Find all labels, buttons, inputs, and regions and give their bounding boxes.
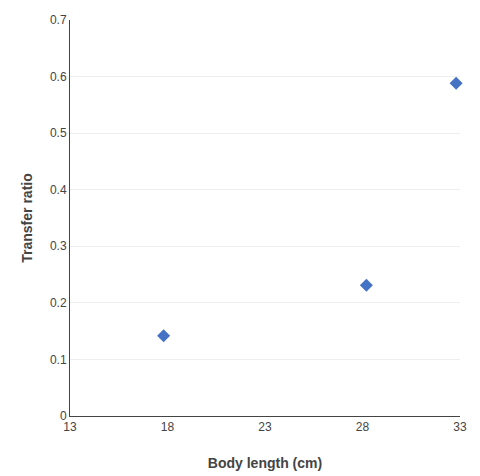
svg-text:18: 18 bbox=[161, 420, 175, 434]
svg-text:0.7: 0.7 bbox=[50, 13, 67, 27]
svg-text:23: 23 bbox=[258, 420, 272, 434]
svg-text:0.2: 0.2 bbox=[50, 296, 67, 310]
svg-text:Body length (cm): Body length (cm) bbox=[208, 455, 322, 471]
svg-text:0: 0 bbox=[60, 409, 67, 423]
svg-text:28: 28 bbox=[356, 420, 370, 434]
svg-text:0.6: 0.6 bbox=[50, 70, 67, 84]
svg-text:0.3: 0.3 bbox=[50, 239, 67, 253]
svg-text:13: 13 bbox=[63, 420, 77, 434]
svg-text:Transfer ratio: Transfer ratio bbox=[19, 173, 35, 262]
svg-text:0.1: 0.1 bbox=[50, 353, 67, 367]
svg-text:33: 33 bbox=[453, 420, 467, 434]
svg-text:0.5: 0.5 bbox=[50, 126, 67, 140]
svg-text:0.4: 0.4 bbox=[50, 183, 67, 197]
